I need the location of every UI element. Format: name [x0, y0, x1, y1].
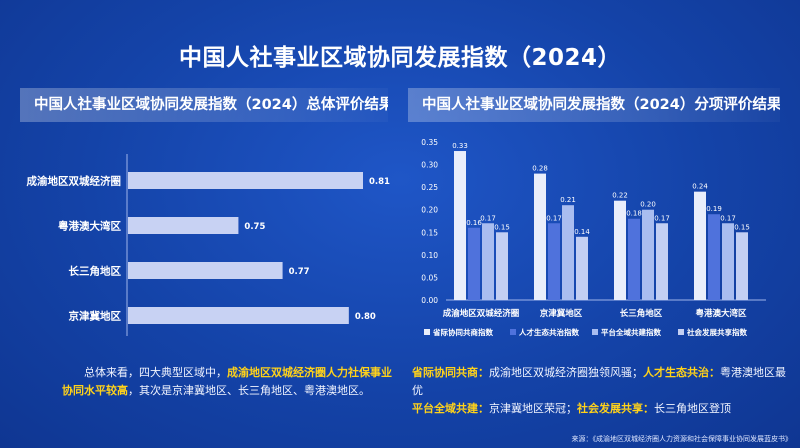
bar [496, 232, 508, 300]
note-text-3: 京津冀地区荣冠； [489, 402, 577, 415]
bar-value-label: 0.81 [369, 177, 390, 187]
bar [454, 151, 466, 300]
note-text-1: 成渝地区双城经济圈独领风骚； [489, 366, 643, 379]
legend-label: 人才生态共治指数 [519, 327, 579, 337]
page-title: 中国人社事业区域协同发展指数（2024） [178, 45, 621, 71]
bar [534, 173, 546, 300]
sub-index-notes: 省际协同共商：成渝地区双城经济圈独领风骚；人才生态共治：粤港澳地区最优 平台全域… [412, 364, 792, 418]
summary-text: 总体来看，四大典型区域中，成渝地区双城经济圈人力社保事业协同水平较高，其次是京津… [62, 364, 392, 400]
legend-swatch [592, 329, 598, 335]
bar [694, 191, 706, 300]
y-tick-label: 0.10 [421, 251, 438, 260]
bar-value-label: 0.14 [574, 228, 590, 236]
note-key-4: 社会发展共享： [577, 402, 654, 415]
summary-part-1: 总体来看，四大典型区域中， [84, 366, 227, 379]
notes-line-1: 省际协同共商：成渝地区双城经济圈独领风骚；人才生态共治：粤港澳地区最优 [412, 364, 792, 400]
x-category-label: 长三角地区 [620, 308, 663, 319]
bar [628, 218, 640, 300]
bar-value-label: 0.20 [640, 201, 656, 209]
y-tick-label: 0.05 [421, 273, 438, 282]
note-key-3: 平台全域共建： [412, 402, 489, 415]
bar-value-label: 0.75 [244, 222, 265, 232]
x-category-label: 成渝地区双城经济圈 [443, 308, 520, 319]
bar [642, 209, 654, 300]
notes-line-2: 平台全域共建：京津冀地区荣冠；社会发展共享：长三角地区登顶 [412, 400, 792, 418]
y-tick-label: 0.00 [421, 296, 438, 305]
bar-value-label: 0.77 [289, 267, 310, 277]
legend-swatch [678, 329, 684, 335]
bar [482, 223, 494, 300]
bar-value-label: 0.17 [480, 214, 496, 222]
sub-index-grouped-bar-chart: 0.00 0.05 0.10 0.15 0.20 0.25 0.30 0.35 0.33 0.16… [421, 138, 766, 337]
y-tick-label: 0.20 [421, 206, 438, 215]
overall-bar-chart: 成渝地区双城经济圈 0.81 粤港澳大湾区 0.75 长三角地区 0.77 京津冀地区 0.8… [27, 154, 390, 336]
legend-label: 省际协同共商指数 [432, 327, 493, 337]
y-tick-label: 0.15 [421, 228, 438, 237]
bar [548, 223, 560, 300]
summary-part-2: ，其次是京津冀地区、长三角地区、粤港澳地区。 [128, 384, 370, 397]
bar [128, 307, 349, 324]
note-key-1: 省际协同共商： [412, 366, 489, 379]
bar-value-label: 0.17 [654, 214, 670, 222]
bar [736, 232, 748, 300]
category-label: 粤港澳大湾区 [58, 220, 121, 233]
note-key-2: 人才生态共治： [643, 366, 720, 379]
x-category-label: 京津冀地区 [540, 308, 583, 319]
summary-highlight: 成渝地区双城经济圈人力社保事业协同水平较高 [62, 366, 392, 397]
legend-label: 社会发展共享指数 [686, 327, 747, 337]
bar-value-label: 0.16 [466, 219, 482, 227]
bar-value-label: 0.33 [452, 142, 468, 150]
bar [128, 262, 283, 279]
y-tick-label: 0.35 [421, 138, 438, 147]
category-label: 长三角地区 [69, 265, 122, 278]
bar-value-label: 0.28 [532, 165, 548, 173]
y-tick-label: 0.30 [421, 161, 438, 170]
bar [562, 205, 574, 300]
bar [468, 227, 480, 300]
note-text-4: 长三角地区登顶 [654, 402, 731, 415]
bar-value-label: 0.80 [355, 312, 376, 322]
bar [128, 217, 239, 234]
legend-swatch [424, 329, 430, 335]
sub-index-chart-header: 中国人社事业区域协同发展指数（2024）分项评价结果 [408, 88, 780, 122]
overall-chart-header: 中国人社事业区域协同发展指数（2024）总体评价结果 [20, 88, 388, 122]
bar [576, 236, 588, 300]
bar-value-label: 0.18 [626, 210, 642, 218]
bar [656, 223, 668, 300]
legend-swatch [510, 329, 516, 335]
legend-label: 平台全域共建指数 [601, 327, 661, 337]
source-note: 来源：《成渝地区双城经济圈人力资源和社会保障事业协同发展蓝皮书》 [571, 435, 793, 443]
category-label: 京津冀地区 [69, 310, 122, 323]
note-text-2: 粤港澳地区最优 [412, 366, 786, 397]
category-label: 成渝地区双城经济圈 [27, 175, 122, 188]
y-tick-label: 0.25 [421, 183, 438, 192]
bar-value-label: 0.17 [720, 214, 736, 222]
bar [708, 214, 720, 300]
bar [614, 200, 626, 300]
bar-value-label: 0.15 [494, 223, 510, 231]
bar-value-label: 0.24 [692, 183, 708, 191]
x-category-label: 粤港澳大湾区 [695, 308, 747, 319]
bar [128, 172, 363, 189]
bar-value-label: 0.19 [706, 205, 722, 213]
bar-value-label: 0.17 [546, 214, 562, 222]
bar-value-label: 0.21 [560, 196, 576, 204]
bar-value-label: 0.15 [734, 223, 750, 231]
bar [722, 223, 734, 300]
bar-value-label: 0.22 [612, 192, 628, 200]
